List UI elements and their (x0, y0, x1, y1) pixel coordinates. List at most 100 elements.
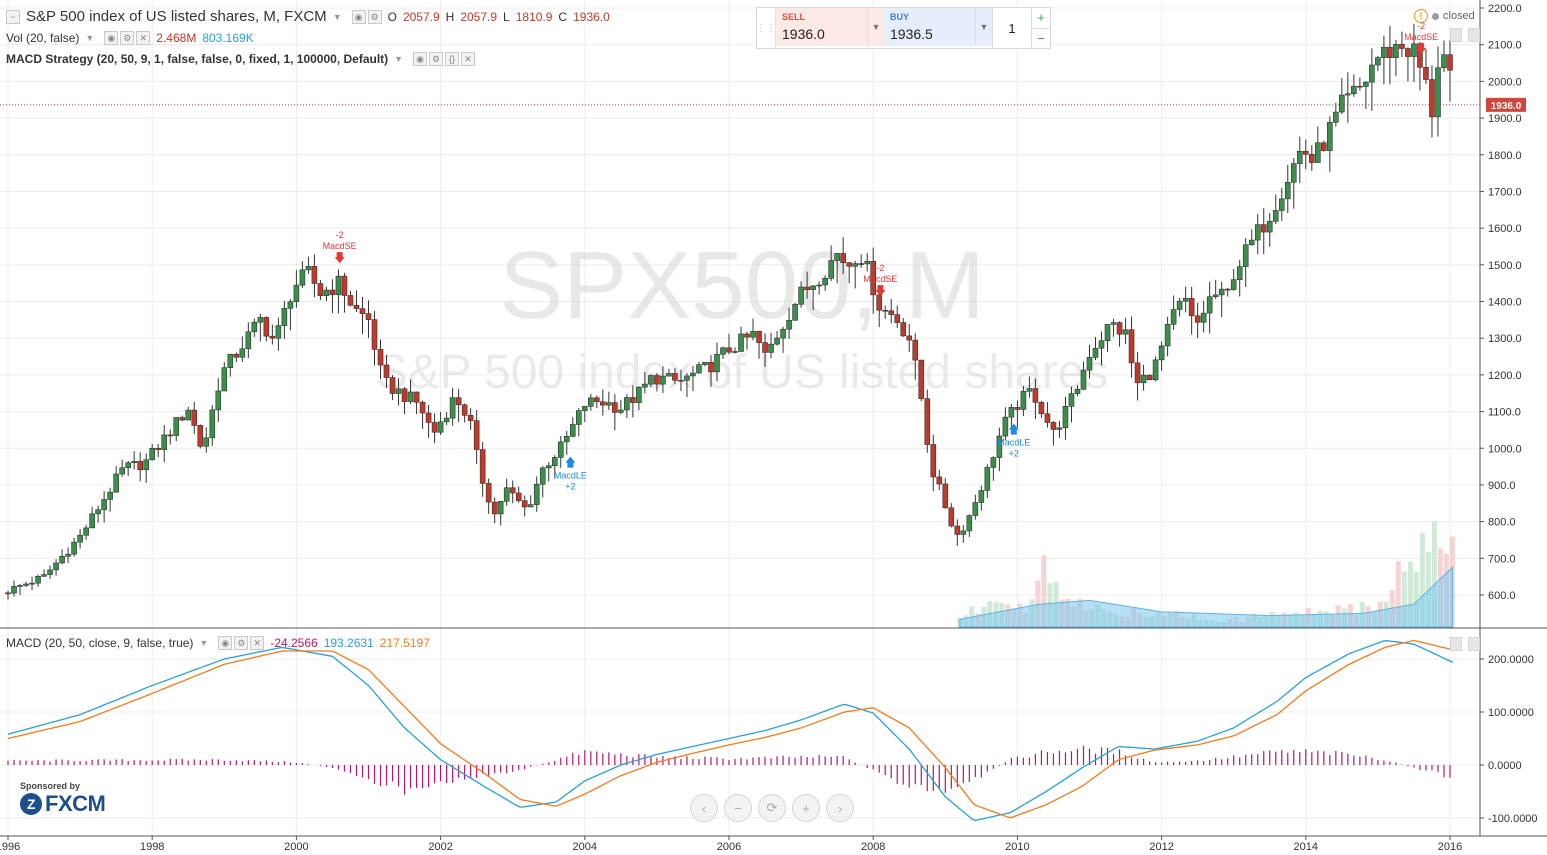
eye-icon[interactable]: ◉ (351, 9, 366, 24)
chevron-down-icon[interactable]: ▼ (975, 8, 992, 46)
candle-up (702, 361, 708, 365)
candle-up (1176, 300, 1183, 310)
gear-icon[interactable]: ⚙ (429, 52, 444, 66)
candle-up (1327, 121, 1333, 151)
time-tick-label: 2002 (428, 841, 452, 853)
market-status[interactable]: ! closed (1414, 9, 1475, 23)
buy-button[interactable]: BUY 1936.5 ▼ (884, 8, 992, 46)
gear-icon[interactable]: ⚙ (234, 636, 249, 650)
long-arrow-icon (565, 456, 576, 468)
candle-up (23, 583, 29, 586)
sell-button[interactable]: SELL 1936.0 ▼ (776, 8, 884, 46)
candle-up (1182, 298, 1189, 302)
candle-up (203, 437, 210, 447)
candle-up (107, 491, 113, 500)
macd-title[interactable]: MACD (20, 50, close, 9, false, true) (6, 636, 194, 650)
eye-icon[interactable]: ◉ (413, 52, 428, 66)
scroll-left-button[interactable]: ‹ (690, 794, 718, 822)
candle-up (551, 457, 558, 467)
candle-up (533, 483, 540, 505)
price-tick-label: 800.0 (1488, 517, 1516, 529)
drag-handle-icon[interactable]: ⋮⋮ (756, 8, 776, 48)
candle-down (167, 434, 174, 437)
collapse-icon[interactable]: − (6, 9, 20, 24)
gear-icon[interactable]: ⚙ (367, 9, 382, 24)
macd-axis[interactable]: 200.0000 100.0000 0.0000 -100.0000 (1480, 654, 1538, 825)
chevron-down-icon[interactable]: ▼ (199, 638, 209, 648)
zoom-in-button[interactable]: + (792, 794, 820, 822)
pane-minimize-icon[interactable] (1468, 637, 1480, 651)
gear-icon[interactable]: ⚙ (120, 31, 135, 45)
candle-up (557, 441, 564, 458)
increase-quantity-button[interactable]: + (1032, 8, 1050, 29)
candle-down (509, 487, 516, 494)
candle-down (1399, 43, 1405, 49)
chevron-down-icon[interactable]: ▼ (332, 11, 342, 22)
volume-title[interactable]: Vol (20, false) (6, 31, 80, 45)
candle-down (461, 404, 468, 416)
volume-bar (1395, 561, 1401, 627)
chevron-down-icon[interactable]: ▼ (867, 8, 884, 46)
candle-down (389, 377, 396, 394)
candle-up (173, 417, 180, 436)
quantity-input[interactable]: 1 (992, 8, 1031, 48)
price-tick-label: 2100.0 (1488, 40, 1522, 52)
chevron-down-icon[interactable]: ▼ (394, 54, 404, 64)
sponsor-caption: Sponsored by (20, 781, 81, 791)
candle-up (720, 347, 726, 355)
price-tick-label: 1700.0 (1488, 186, 1522, 198)
candle-down (365, 313, 372, 320)
chevron-down-icon[interactable]: ▼ (85, 33, 95, 43)
candle-down (1050, 422, 1057, 430)
eye-icon[interactable]: ◉ (218, 636, 233, 650)
close-icon[interactable]: ✕ (250, 636, 265, 650)
pane-maximize-icon[interactable] (1450, 637, 1462, 651)
strategy-title[interactable]: MACD Strategy (20, 50, 9, 1, false, fals… (6, 52, 389, 66)
pane-maximize-icon[interactable] (1450, 28, 1462, 42)
candle-down (846, 262, 852, 267)
price-tick-label: 1500.0 (1488, 260, 1522, 272)
candle-up (1158, 345, 1165, 361)
reset-chart-button[interactable]: ⟳ (758, 794, 786, 822)
symbol-title[interactable]: S&P 500 index of US listed shares, M, FX… (26, 8, 327, 25)
candle-down (521, 500, 528, 508)
signal-qty: -2 (1417, 21, 1425, 31)
candle-up (575, 410, 582, 425)
sponsor-logo[interactable]: Sponsored by Z FXCM (20, 781, 106, 817)
candle-up (624, 397, 630, 411)
candle-up (221, 367, 228, 392)
price-tick-label: 1800.0 (1488, 150, 1522, 162)
pane-minimize-icon[interactable] (1468, 28, 1480, 42)
volume-bars (957, 521, 1455, 628)
candle-up (1339, 94, 1345, 113)
time-tick-label: 2012 (1149, 841, 1173, 853)
macd-legend: MACD (20, 50, close, 9, false, true) ▼ ◉… (6, 636, 430, 650)
candle-up (89, 513, 95, 529)
candle-up (1074, 388, 1081, 394)
candle-down (479, 449, 486, 484)
trade-panel: ⋮⋮ SELL 1936.0 ▼ BUY 1936.5 ▼ 1 + − (756, 7, 1051, 49)
code-icon[interactable]: {} (445, 52, 460, 66)
candle-up (53, 562, 59, 571)
candle-down (515, 492, 522, 502)
candle-up (239, 348, 246, 358)
macd-pane-controls (1450, 637, 1480, 651)
candle-up (684, 375, 690, 381)
scroll-right-button[interactable]: › (826, 794, 854, 822)
close-icon[interactable]: ✕ (461, 52, 476, 66)
candle-up (335, 275, 342, 295)
candle-up (1170, 309, 1177, 325)
time-axis[interactable]: 1996 1998 2000 2002 2004 2006 2008 2010 2012 2014… (0, 836, 1462, 853)
candle-up (293, 284, 300, 302)
candle-down (1405, 48, 1411, 57)
close-icon[interactable]: ✕ (136, 31, 151, 45)
price-axis[interactable]: 2200.0 2100.0 2000.0 1900.0 1800.0 1700.0 1600… (1480, 3, 1522, 602)
candle-down (179, 417, 186, 421)
time-tick-label: 1998 (140, 841, 164, 853)
decrease-quantity-button[interactable]: − (1037, 30, 1045, 46)
zoom-out-button[interactable]: − (724, 794, 752, 822)
candle-down (762, 342, 768, 353)
eye-icon[interactable]: ◉ (104, 31, 119, 45)
candle-down (936, 476, 943, 485)
